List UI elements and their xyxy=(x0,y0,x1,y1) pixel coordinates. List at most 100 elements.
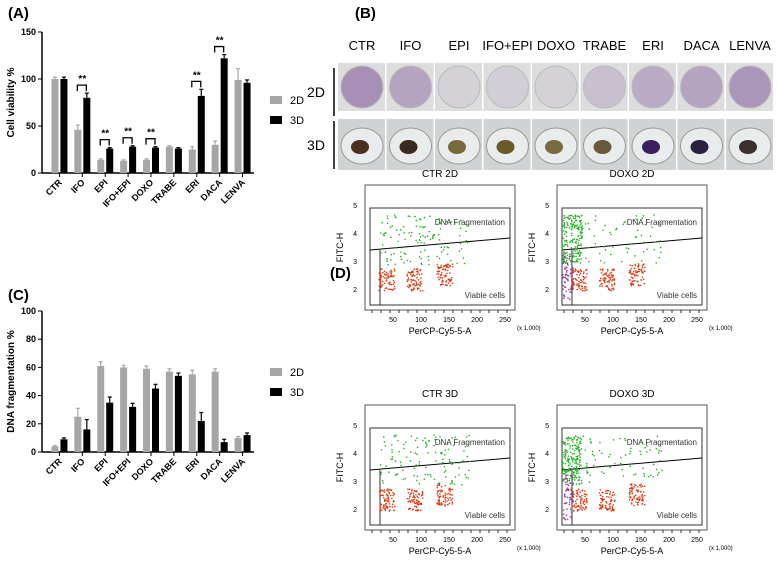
dot-viable xyxy=(580,508,582,510)
dot-viable xyxy=(604,492,607,495)
dot-fragmented xyxy=(563,233,566,235)
dot-fragmented xyxy=(580,467,583,470)
flow-plot-title: DOXO 3D xyxy=(609,389,654,400)
dot-viable xyxy=(629,496,632,499)
dot-fragmented xyxy=(390,236,392,239)
dot-fragmented xyxy=(649,440,651,442)
dot-viable xyxy=(413,505,416,508)
dot-fragmented xyxy=(589,474,591,476)
dot-viable xyxy=(448,265,451,267)
dot-viable xyxy=(573,504,576,506)
dot-viable xyxy=(640,486,642,488)
dot-fragmented xyxy=(394,216,396,218)
dot-fragmented xyxy=(390,259,392,261)
dot-fragmented xyxy=(576,249,578,251)
dot-viable xyxy=(413,501,415,503)
dot-viable xyxy=(576,498,578,501)
dot-viable xyxy=(383,282,386,285)
dot-fragmented xyxy=(567,439,569,441)
dot-viable xyxy=(383,289,386,292)
dot-viable xyxy=(581,280,583,283)
y-axis-title: DNA fragmentation % xyxy=(6,330,17,433)
dot-viable xyxy=(629,264,631,267)
dot-fragmented xyxy=(454,476,457,478)
dot-viable xyxy=(609,493,611,495)
dot-fragmented xyxy=(416,241,419,244)
dot-fragmented xyxy=(578,249,581,252)
dot-viable xyxy=(439,502,441,505)
dot-fragmented xyxy=(573,449,576,452)
dot-fragmented xyxy=(565,261,567,263)
dot-fragmented xyxy=(566,443,569,445)
dot-viable xyxy=(416,287,419,290)
dot-viable xyxy=(612,287,615,289)
dot-viable xyxy=(439,495,441,498)
dot-fragmented xyxy=(570,437,573,439)
dot-viable xyxy=(386,497,388,500)
dot-fragmented xyxy=(620,456,622,459)
dot-debris xyxy=(567,279,569,282)
dot-viable xyxy=(438,267,441,269)
dot-fragmented xyxy=(562,462,564,465)
dot-fragmented xyxy=(423,478,426,481)
dot-debris xyxy=(570,498,572,501)
dot-fragmented xyxy=(633,473,635,476)
dot-debris xyxy=(571,268,574,271)
dot-fragmented xyxy=(380,471,383,474)
well-column-label: DACA xyxy=(683,38,719,53)
dot-viable xyxy=(582,272,585,275)
dot-viable xyxy=(605,272,608,274)
dot-fragmented xyxy=(466,455,469,458)
dot-fragmented xyxy=(390,253,393,256)
dot-fragmented xyxy=(638,222,640,225)
dot-fragmented xyxy=(563,473,566,475)
dot-viable xyxy=(604,504,607,507)
gate-label-bottom: Viable cells xyxy=(465,511,505,520)
dot-viable xyxy=(415,490,418,492)
significance-label: ** xyxy=(216,36,224,47)
dot-fragmented xyxy=(592,464,595,467)
dot-fragmented xyxy=(659,246,662,249)
gate-divider xyxy=(561,457,703,471)
dot-viable xyxy=(583,271,585,273)
dot-viable xyxy=(610,271,613,274)
dot-fragmented xyxy=(440,222,442,225)
dot-fragmented xyxy=(655,262,658,264)
dot-viable xyxy=(448,487,451,490)
dot-viable xyxy=(572,285,574,287)
dot-fragmented xyxy=(456,262,459,265)
dot-fragmented xyxy=(575,435,577,438)
dot-viable xyxy=(632,277,634,280)
dot-fragmented xyxy=(573,458,576,461)
dot-viable xyxy=(629,272,632,274)
dot-fragmented xyxy=(566,251,568,254)
dot-viable xyxy=(411,508,414,511)
dot-fragmented xyxy=(576,247,579,250)
dot-fragmented xyxy=(468,469,470,472)
dot-viable xyxy=(576,489,579,492)
dot-viable xyxy=(440,266,443,269)
dot-fragmented xyxy=(575,219,578,222)
dot-viable xyxy=(447,282,450,284)
dot-fragmented xyxy=(603,472,605,474)
dot-viable xyxy=(442,494,445,497)
dot-viable xyxy=(416,509,419,512)
flow-x-unit: (x 1,000) xyxy=(709,326,733,332)
dot-viable xyxy=(437,273,440,275)
dot-fragmented xyxy=(562,440,565,443)
dot-viable xyxy=(610,510,613,512)
bar-2D-LENVA xyxy=(234,437,242,452)
dot-viable xyxy=(412,279,415,281)
dot-fragmented xyxy=(584,257,587,260)
dot-viable xyxy=(613,279,616,281)
dot-viable xyxy=(644,266,646,269)
dot-viable xyxy=(383,277,386,279)
dot-viable xyxy=(639,284,642,287)
dot-debris xyxy=(570,288,572,291)
dot-debris xyxy=(567,488,570,491)
dot-fragmented xyxy=(580,245,583,247)
dot-fragmented xyxy=(578,244,581,247)
dot-viable xyxy=(613,508,615,511)
dot-fragmented xyxy=(571,223,574,226)
dot-fragmented xyxy=(599,259,602,262)
